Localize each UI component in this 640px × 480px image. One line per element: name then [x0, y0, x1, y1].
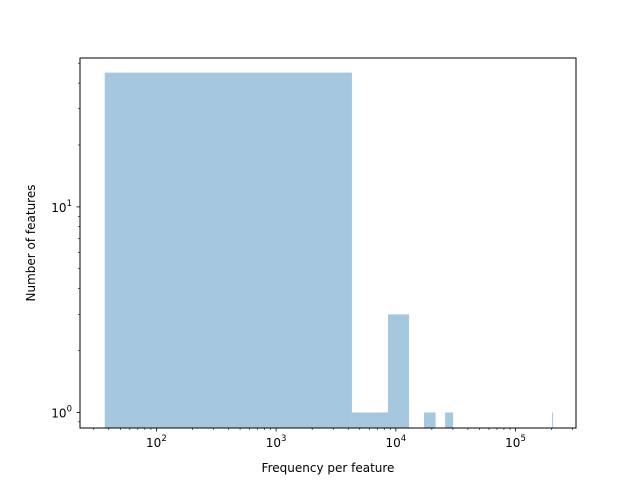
histogram-bar — [387, 314, 410, 428]
x-tick-label: 102 — [146, 434, 167, 450]
ticks-layer: 102 103 104 105 100 101 — [51, 62, 573, 450]
x-tick-label: 105 — [505, 434, 526, 450]
plot-frame — [79, 57, 577, 429]
y-tick-label: 100 — [51, 404, 72, 420]
histogram-bar — [424, 412, 436, 428]
y-axis-label: Number of features — [24, 185, 38, 302]
bars-layer — [104, 72, 554, 429]
histogram-bar — [552, 412, 554, 428]
histogram-bar — [104, 72, 352, 429]
y-tick-label: 101 — [51, 199, 72, 215]
x-axis-label: Frequency per feature — [262, 461, 395, 475]
histogram-bar — [445, 412, 454, 428]
x-tick-label: 104 — [385, 434, 406, 450]
x-tick-label: 103 — [266, 434, 287, 450]
histogram-bar — [351, 412, 388, 428]
